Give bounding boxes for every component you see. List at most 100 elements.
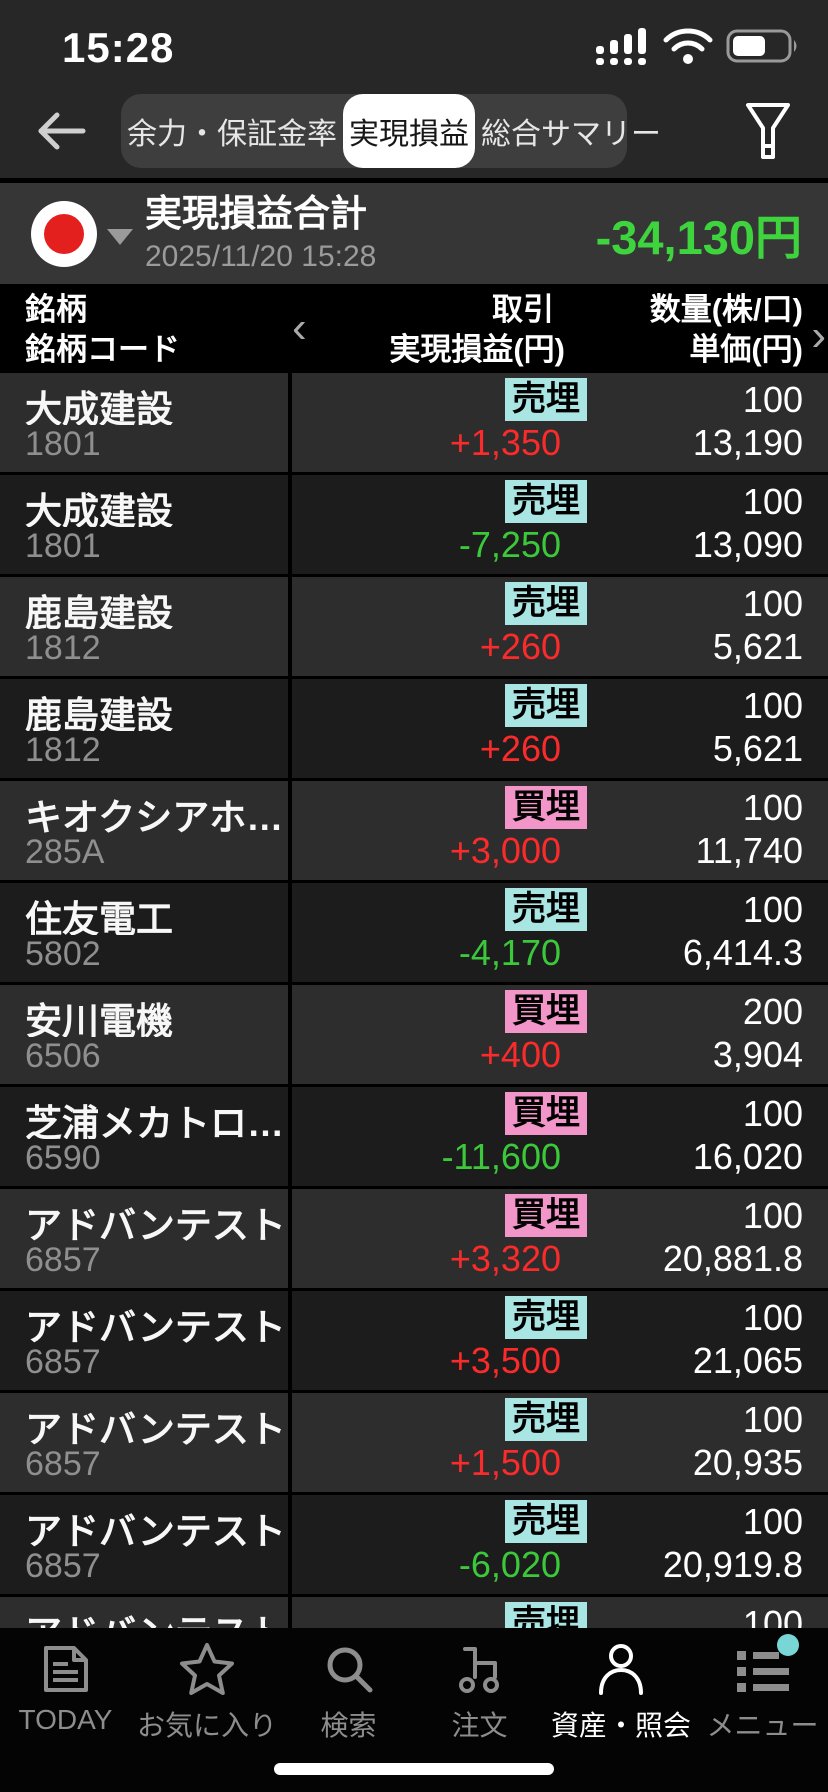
stock-name: 芝浦メカトロ… (25, 1103, 284, 1139)
column-divider (288, 574, 292, 679)
trade-type-badge: 売埋 (505, 1398, 587, 1442)
realized-pl-value: -11,600 (441, 1136, 561, 1177)
stock-name: 大成建設 (25, 389, 173, 425)
scroll-columns-right-icon[interactable]: › (811, 311, 826, 360)
stock-code: 6857 (25, 1241, 101, 1279)
row-trade-cell: 買埋 +400 (288, 985, 616, 1084)
quantity-value: 100 (742, 379, 803, 420)
row-trade-cell: 売埋 -4,170 (288, 883, 616, 982)
realized-pl-value: +3,000 (449, 830, 561, 871)
table-row[interactable]: アドバンテスト 6857 売埋 +3,500 100 21,065 (0, 1288, 828, 1393)
table-row[interactable]: 安川電機 6506 買埋 +400 200 3,904 (0, 982, 828, 1087)
table-row[interactable]: アドバンテスト 売埋 100 (0, 1594, 828, 1628)
tab-realized-pl[interactable]: 実現損益 (343, 94, 475, 168)
column-divider (288, 982, 292, 1087)
tab-search[interactable]: 検索 (283, 1628, 414, 1792)
stock-name: キオクシアホ… (25, 797, 284, 833)
stock-name: アドバンテスト (25, 1603, 288, 1628)
trade-type-badge: 買埋 (505, 1194, 587, 1238)
home-indicator[interactable] (274, 1763, 554, 1775)
row-trade-cell: 売埋 +1,500 (288, 1393, 616, 1492)
top-chrome: 15:28 (0, 0, 828, 178)
unit-price-value: 5,621 (712, 728, 803, 769)
row-qty-price-cell: 100 11,740 (616, 781, 828, 880)
filter-funnel-icon (746, 103, 790, 159)
table-row[interactable]: アドバンテスト 6857 売埋 +1,500 100 20,935 (0, 1390, 828, 1495)
table-row[interactable]: 芝浦メカトロ… 6590 買埋 -11,600 100 16,020 (0, 1084, 828, 1189)
unit-price-value: 5,621 (712, 626, 803, 667)
quantity-value: 100 (742, 685, 803, 726)
tab-today[interactable]: TODAY (0, 1628, 131, 1792)
unit-price-value: 20,935 (692, 1442, 803, 1483)
stock-name: アドバンテスト (25, 1409, 286, 1445)
tab-favorites[interactable]: お気に入り (131, 1628, 283, 1792)
column-divider (288, 880, 292, 985)
table-row[interactable]: アドバンテスト 6857 売埋 -6,020 100 20,919.8 (0, 1492, 828, 1597)
stock-code: 6857 (25, 1547, 101, 1585)
scroll-columns-left-icon[interactable]: ‹ (292, 303, 307, 352)
unit-price-value: 21,065 (692, 1340, 803, 1381)
unit-price-value: 11,740 (695, 830, 803, 871)
trade-type-badge: 売埋 (505, 888, 587, 932)
quantity-value: 200 (742, 991, 803, 1032)
tab-assets-inquiry[interactable]: 資産・照会 (545, 1628, 697, 1792)
stock-code: 1812 (25, 629, 101, 667)
table-row[interactable]: 大成建設 1801 売埋 +1,350 100 13,190 (0, 373, 828, 475)
realized-pl-value: +1,350 (449, 422, 561, 463)
document-icon (38, 1638, 92, 1700)
menu-badge-dot (776, 1634, 799, 1656)
stock-code: 6857 (25, 1343, 101, 1381)
filter-button[interactable] (730, 94, 806, 168)
tab-menu[interactable]: メニュー (697, 1628, 828, 1792)
row-symbol-cell: 大成建設 1801 (0, 475, 288, 574)
column-divider (288, 1594, 292, 1628)
quantity-value: 100 (742, 481, 803, 522)
trade-type-badge: 売埋 (505, 1602, 587, 1628)
unit-price-value: 13,190 (692, 422, 803, 463)
table-row[interactable]: キオクシアホ… 285A 買埋 +3,000 100 11,740 (0, 778, 828, 883)
realized-pl-value: +3,320 (449, 1238, 561, 1279)
table-row[interactable]: 大成建設 1801 売埋 -7,250 100 13,090 (0, 472, 828, 577)
tab-orders[interactable]: 注文 (414, 1628, 545, 1792)
stock-code: 6506 (25, 1037, 101, 1075)
row-qty-price-cell: 100 20,935 (616, 1393, 828, 1492)
tab-margin-balance[interactable]: 余力・保証金率 (121, 94, 343, 168)
summary-bar[interactable]: 実現損益合計 2025/11/20 15:28 -34,130円 (0, 183, 828, 284)
stock-code: 1801 (25, 527, 101, 565)
realized-pl-value: -7,250 (458, 524, 561, 565)
unit-price-value: 6,414.3 (682, 932, 803, 973)
row-symbol-cell: 鹿島建設 1812 (0, 577, 288, 676)
bottom-tab-bar: TODAY お気に入り 検索 (0, 1628, 828, 1792)
table-row[interactable]: 住友電工 5802 売埋 -4,170 100 6,414.3 (0, 880, 828, 985)
search-icon (322, 1638, 376, 1700)
table-row[interactable]: 鹿島建設 1812 売埋 +260 100 5,621 (0, 574, 828, 679)
dropdown-arrow-icon (107, 228, 133, 245)
stock-code: 1812 (25, 731, 101, 769)
quantity-value: 100 (742, 583, 803, 624)
person-icon (593, 1638, 649, 1700)
market-selector[interactable] (31, 200, 133, 267)
back-button[interactable] (26, 96, 96, 166)
row-trade-cell: 売埋 -7,250 (288, 475, 616, 574)
table-row[interactable]: 鹿島建設 1812 売埋 +260 100 5,621 (0, 676, 828, 781)
column-divider (288, 373, 292, 475)
row-symbol-cell: 鹿島建設 1812 (0, 679, 288, 778)
row-symbol-cell: 住友電工 5802 (0, 883, 288, 982)
row-qty-price-cell: 100 21,065 (616, 1291, 828, 1390)
unit-price-value: 16,020 (692, 1136, 803, 1177)
row-trade-cell: 売埋 +260 (288, 679, 616, 778)
stock-code: 285A (25, 833, 105, 871)
table-row[interactable]: アドバンテスト 6857 買埋 +3,320 100 20,881.8 (0, 1186, 828, 1291)
row-qty-price-cell: 200 3,904 (616, 985, 828, 1084)
row-qty-price-cell: 100 (616, 1597, 828, 1628)
star-icon (178, 1638, 236, 1700)
column-divider (288, 1084, 292, 1189)
realized-pl-value: +260 (479, 728, 561, 769)
column-divider (288, 1288, 292, 1393)
unit-price-value: 13,090 (692, 524, 803, 565)
row-symbol-cell: 芝浦メカトロ… 6590 (0, 1087, 288, 1186)
quantity-value: 100 (742, 1093, 803, 1134)
stock-code: 5802 (25, 935, 101, 973)
tab-summary[interactable]: 総合サマリー (475, 94, 667, 168)
unit-price-value: 20,919.8 (662, 1544, 803, 1585)
